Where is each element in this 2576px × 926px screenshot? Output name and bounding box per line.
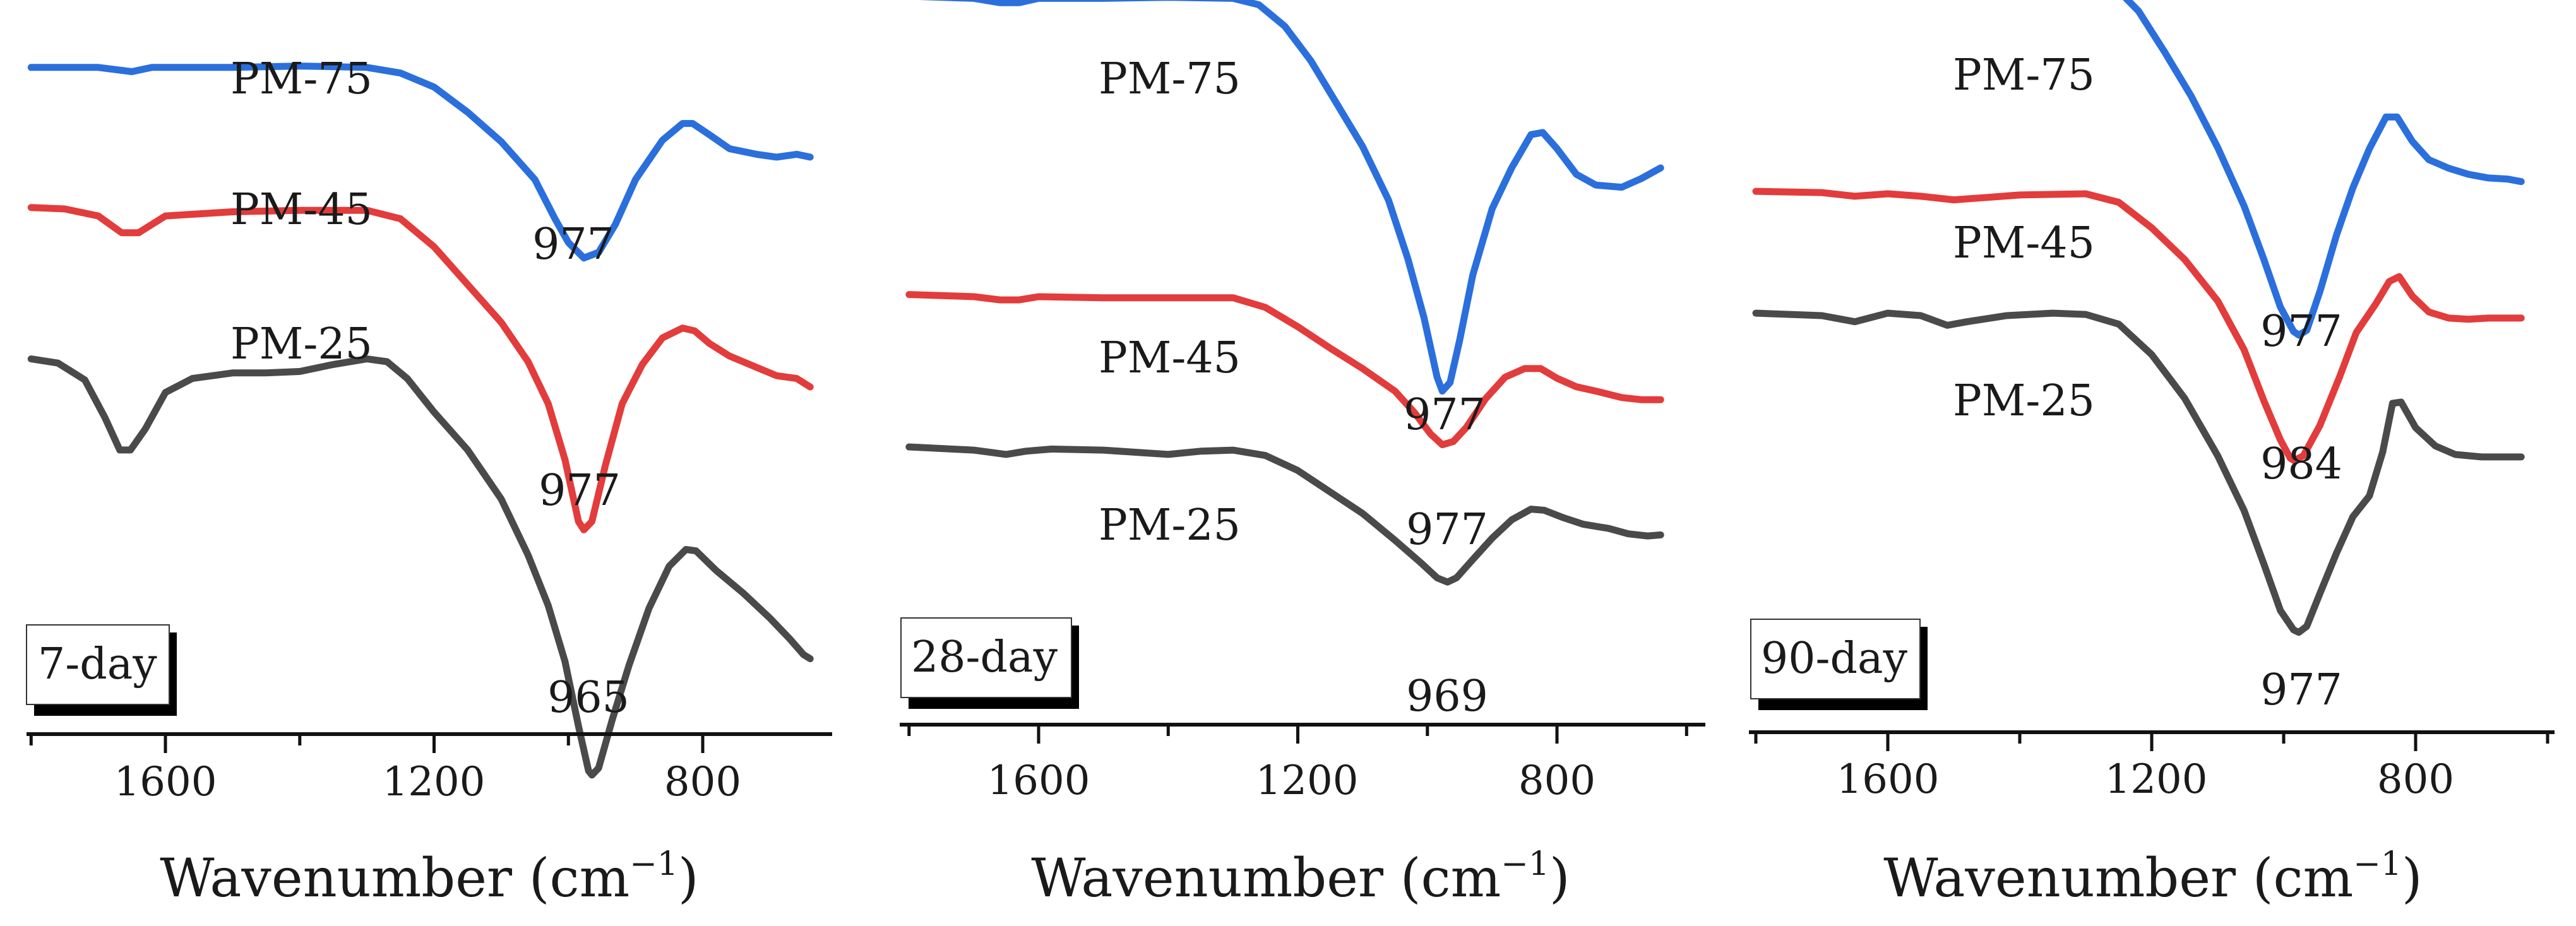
- peak-label-pm-45: 977: [539, 466, 621, 516]
- series-label-pm-45: PM-45: [1099, 333, 1241, 383]
- panel-90-day-peak-labels: 977 984 977: [2260, 307, 2342, 715]
- series-line-pm-25: [905, 443, 1664, 586]
- panel-28-day-series-labels: PM-75 PM-45 PM-25: [1099, 54, 1241, 550]
- peak-label-pm-25: 969: [1406, 672, 1488, 721]
- peak-label-pm-45: 984: [2260, 439, 2342, 489]
- panel-28-day-peak-labels: 977 977 969: [1404, 390, 1488, 721]
- peak-label-pm-45: 977: [1406, 505, 1488, 555]
- panel-tag-label: 7-day: [38, 639, 157, 689]
- x-axis-ticks: [907, 725, 1688, 744]
- x-tick-label-1600: 1600: [114, 759, 217, 805]
- x-axis-ticks: [29, 734, 705, 753]
- series-label-pm-75: PM-75: [1099, 54, 1241, 104]
- panel-tag-box: [1750, 619, 1921, 699]
- peak-label-pm-25: 977: [2260, 665, 2342, 715]
- peak-label-pm-75: 977: [2260, 307, 2342, 357]
- panel-tag-box: [26, 624, 170, 705]
- x-tick-label-800: 800: [2377, 756, 2454, 803]
- x-tick-label-1200: 1200: [1256, 757, 1359, 804]
- x-tick-label-1600: 1600: [987, 757, 1090, 804]
- series-line-pm-45: [1752, 187, 2525, 465]
- panel-tag-28-day: 28-day: [900, 617, 1079, 709]
- x-tick-labels: 1600 1200 800: [114, 759, 742, 805]
- panel-tag-7-day: 7-day: [26, 624, 177, 716]
- series-label-pm-25: PM-25: [1953, 376, 2095, 426]
- x-tick-labels: 1600 1200 800: [1837, 756, 2455, 803]
- panel-tag-label: 28-day: [911, 632, 1058, 682]
- panel-90-day-series-labels: PM-75 PM-45 PM-25: [1953, 50, 2095, 426]
- series-line-pm-25: [27, 355, 814, 779]
- series-line-pm-45: [27, 204, 814, 533]
- series-line-pm-75: [918, 0, 1664, 395]
- panel-90-day-plot: [1752, 0, 2525, 636]
- x-tick-label-800: 800: [1518, 757, 1595, 804]
- panel-7-day-plot: [27, 62, 814, 779]
- series-label-pm-75: PM-75: [1953, 50, 2095, 100]
- x-axis-title: Wavenumber (cm−1): [1031, 845, 1570, 909]
- panel-tag-90-day: 90-day: [1750, 619, 1928, 710]
- panel-28-day: PM-75 PM-45 PM-25 977 977 969 28-day 160…: [900, 0, 1705, 909]
- x-tick-label-1200: 1200: [383, 759, 486, 805]
- x-tick-label-1200: 1200: [2105, 756, 2208, 803]
- x-tick-labels: 1600 1200 800: [987, 757, 1596, 804]
- series-label-pm-75: PM-75: [230, 54, 373, 104]
- panel-90-day: PM-75 PM-45 PM-25 977 984 977 90-day 160…: [1749, 0, 2555, 909]
- panel-tag-label: 90-day: [1761, 634, 1908, 684]
- peak-label-pm-75: 977: [1404, 390, 1486, 440]
- x-axis-ticks: [1754, 732, 2549, 751]
- series-line-pm-25: [1752, 309, 2525, 636]
- series-line-pm-75: [2123, 0, 2525, 339]
- panel-7-day-series-labels: PM-75 PM-45 PM-25: [230, 54, 373, 369]
- series-line-pm-45: [905, 291, 1664, 449]
- x-tick-label-1600: 1600: [1837, 756, 1940, 803]
- series-label-pm-45: PM-45: [230, 185, 373, 235]
- panel-7-day: PM-75 PM-45 PM-25 977 977 965 7-day 1600…: [26, 54, 832, 909]
- x-tick-label-800: 800: [664, 759, 741, 805]
- peak-label-pm-25: 965: [547, 673, 629, 723]
- series-label-pm-45: PM-45: [1953, 218, 2095, 268]
- series-line-pm-75: [27, 62, 814, 262]
- x-axis-title: Wavenumber (cm−1): [1883, 845, 2422, 909]
- x-axis-title: Wavenumber (cm−1): [160, 845, 698, 909]
- panel-28-day-plot: [905, 0, 1664, 586]
- panel-tag-box: [900, 617, 1072, 698]
- series-label-pm-25: PM-25: [1099, 501, 1241, 550]
- peak-label-pm-75: 977: [532, 220, 614, 270]
- series-label-pm-25: PM-25: [230, 319, 373, 369]
- panel-7-day-peak-labels: 977 977 965: [532, 220, 629, 723]
